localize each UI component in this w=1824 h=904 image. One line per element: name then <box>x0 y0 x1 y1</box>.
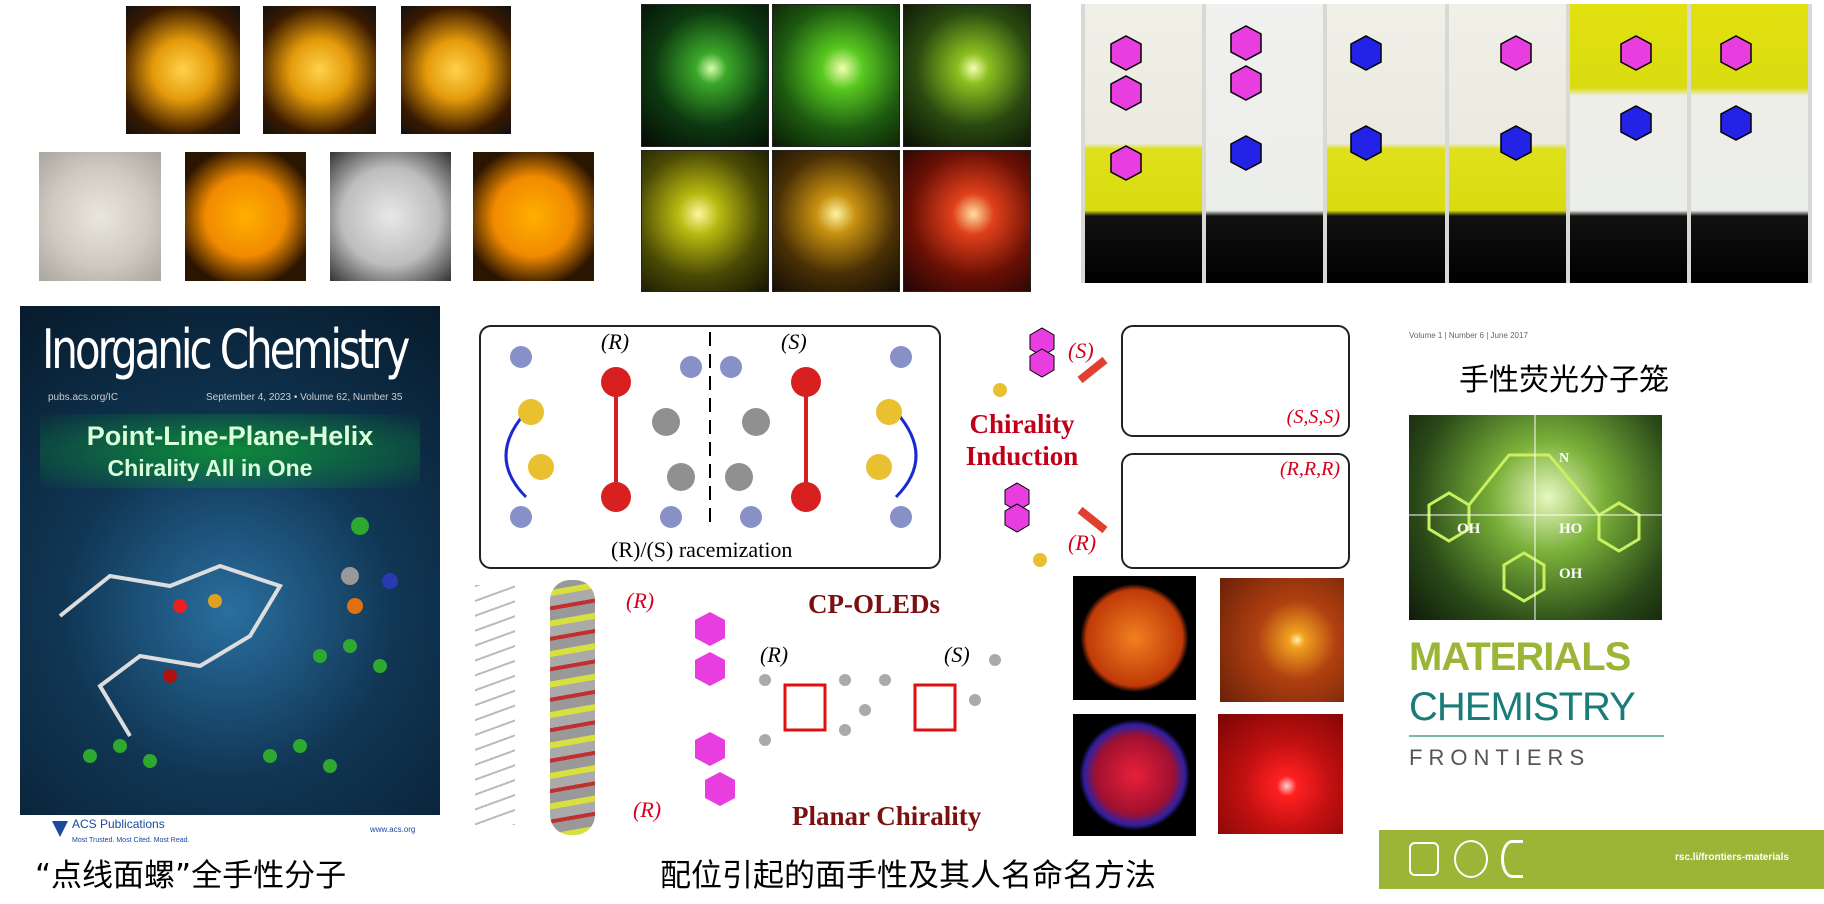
label-r: (R) <box>601 329 630 354</box>
mcf-cover: Volume 1 | Number 6 | June 2017 手性荧光分子笼 … <box>1379 327 1824 889</box>
mol-s-label: (S) <box>944 642 970 667</box>
headline-line-2: Chirality All in One <box>107 455 313 481</box>
acs-publisher: ACS Publications <box>72 817 165 831</box>
helix-r-bottom: (R) <box>633 797 662 822</box>
mcf-n: N <box>1559 451 1570 466</box>
mcf-molecule <box>1409 415 1662 620</box>
led-photo <box>772 4 900 147</box>
induction-line-2: Induction <box>965 441 1079 471</box>
mcf-title-cn: 手性荧光分子笼 <box>1459 363 1669 398</box>
sphere-red-photo <box>1073 714 1196 836</box>
helix-spacefill <box>550 580 595 835</box>
mcf-cover-image: N OH HO OH <box>1409 415 1662 620</box>
helix-r-top: (R) <box>626 588 655 613</box>
mcf-footer-bar: rsc.li/frontiers-materials <box>1379 830 1824 889</box>
photo-film <box>39 152 161 281</box>
device-red-photo <box>1218 714 1343 834</box>
vial <box>1206 4 1324 283</box>
planar-structures <box>695 612 1001 806</box>
issue-info: September 4, 2023 • Volume 62, Number 35 <box>206 392 403 403</box>
photo-bottle <box>263 6 376 134</box>
induction-line-1: Chirality <box>969 409 1075 439</box>
acs-logo-icon <box>52 821 68 837</box>
society-logo-icon <box>1409 842 1439 876</box>
led-photo <box>903 4 1031 147</box>
acs-url: www.acs.org <box>370 825 416 834</box>
mcf-word-materials: MATERIALS <box>1409 635 1631 679</box>
rrr-label: (R,R,R) <box>1280 458 1340 480</box>
caption-left: “点线面螺”全手性分子 <box>35 858 347 894</box>
led-grid <box>641 4 1031 292</box>
rrr-box: (R,R,R) <box>1121 453 1350 569</box>
label-s-small: (S) <box>1068 338 1094 363</box>
led-photo <box>772 149 900 292</box>
molecule-structures <box>1110 25 1752 181</box>
mcf-word-frontiers: FRONTIERS <box>1409 745 1591 770</box>
cp-oleds-label: CP-OLEDs <box>808 589 941 619</box>
mcf-word-chemistry: CHEMISTRY <box>1409 685 1636 729</box>
journal-url: pubs.acs.org/IC <box>48 392 119 403</box>
molecule-render <box>58 517 398 773</box>
ccs-logo-icon <box>1454 840 1488 878</box>
helix-wireframe <box>475 585 515 825</box>
mcf-url: rsc.li/frontiers-materials <box>1675 852 1789 863</box>
ligand-icons <box>993 327 1108 567</box>
rsc-logo-icon <box>1501 840 1523 878</box>
mcf-issue: Volume 1 | Number 6 | June 2017 <box>1409 331 1528 340</box>
sss-box: (S,S,S) <box>1121 325 1350 437</box>
journal-title: Inorganic Chemistry <box>42 318 410 381</box>
label-r-small: (R) <box>1068 530 1097 555</box>
mcf-ho: HO <box>1559 521 1583 537</box>
photo-coin-gold <box>473 152 594 281</box>
label-s: (S) <box>781 329 807 354</box>
headline: Point-Line-Plane-Helix Chirality All in … <box>40 414 420 488</box>
acs-tagline: Most Trusted. Most Cited. Most Read. <box>72 837 190 844</box>
mcf-oh-2: OH <box>1559 566 1583 582</box>
vial <box>1327 4 1445 283</box>
photo-spring <box>401 6 511 134</box>
planar-chirality-label: Planar Chirality <box>792 801 982 831</box>
led-photo <box>641 149 769 292</box>
headline-line-1: Point-Line-Plane-Helix <box>86 421 374 451</box>
photo-coin-silver <box>330 152 451 281</box>
mcf-oh-1: OH <box>1457 521 1481 537</box>
mcf-divider <box>1409 735 1664 737</box>
inorganic-chemistry-cover: Inorganic Chemistry pubs.acs.org/IC Sept… <box>20 306 440 815</box>
induction-text: Chirality Induction <box>960 408 1084 472</box>
acs-footer: ACS Publications Most Trusted. Most Cite… <box>20 815 440 851</box>
vials-photo <box>1081 4 1812 283</box>
led-photo <box>641 4 769 147</box>
led-photo <box>903 149 1031 292</box>
racemization-box: (R) (S) (R)/(S) racemization <box>479 325 941 569</box>
racemization-structure <box>504 332 918 528</box>
photo-coin-glow <box>185 152 306 281</box>
device-orange-photo <box>1220 578 1344 702</box>
vial <box>1085 4 1203 283</box>
caption-center: 配位引起的面手性及其人名命名方法 <box>660 858 1156 894</box>
sphere-orange-photo <box>1073 576 1196 700</box>
racemization-label: (R)/(S) racemization <box>611 537 793 562</box>
sss-label: (S,S,S) <box>1286 406 1340 428</box>
photo-keyhole <box>126 6 240 134</box>
mol-r-label: (R) <box>760 642 789 667</box>
